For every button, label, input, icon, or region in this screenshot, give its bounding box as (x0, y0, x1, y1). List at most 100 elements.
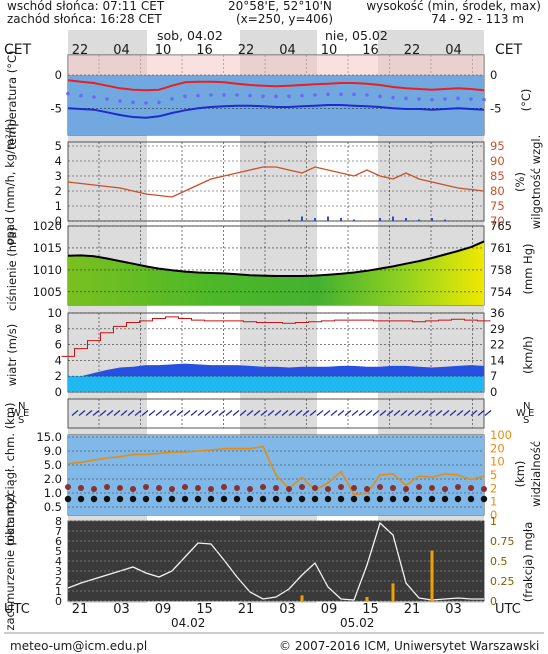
cloud-base-dot (220, 495, 228, 503)
cloud-base-dot (337, 495, 345, 503)
visibility-line (67, 445, 485, 496)
temp-dot (287, 94, 291, 99)
precip-bar (444, 219, 446, 221)
wind-arrow (106, 410, 114, 416)
cloud-base-dot (181, 495, 189, 503)
temp-dot (391, 95, 395, 100)
cloud-base-dot (90, 495, 98, 503)
top-date-2: nie, 05.02 (325, 28, 388, 43)
cloud-tick-left: 1 (55, 585, 62, 598)
wind-arrow (281, 410, 289, 416)
visibility-tick-right: 20 (490, 441, 505, 455)
cloud-base-dot (259, 495, 267, 503)
wind-arrow (463, 410, 471, 416)
precip-tick-left: 0 (55, 214, 62, 228)
dewpoint-line (67, 104, 485, 119)
temp-dot (339, 92, 343, 97)
cloud-base-dot (441, 495, 449, 503)
top-hour-label: 22 (404, 43, 421, 58)
wind-arrow (232, 410, 240, 416)
precip-bar (301, 216, 303, 221)
cloud-base-dot (64, 495, 72, 503)
cloud-top-dot (91, 486, 97, 492)
clouds-tick-left: 0.5 (44, 500, 62, 514)
temp-dot (274, 94, 278, 99)
wind-arrow (239, 410, 247, 416)
clouds-tick-left: 1.0 (44, 486, 62, 500)
wind-arrow (253, 410, 261, 416)
svg-text:W: W (516, 408, 526, 419)
cloud-base-dot (298, 495, 306, 503)
wind-arrow (393, 410, 401, 416)
cloud-top-dot (156, 485, 162, 491)
top-tz-right: CET (495, 42, 523, 58)
cloud-height-ylabel-left: pion. rozciągł. chm. (km) (3, 402, 17, 545)
precip-bar (431, 218, 433, 221)
wind-rose-right: NW ES (516, 401, 534, 426)
bottom-hour-label: 21 (72, 602, 89, 617)
top-hour-label: 04 (113, 43, 130, 58)
wind-arrow (274, 410, 282, 416)
cloud-top-dot (351, 485, 357, 491)
wind-tick-left: 4 (55, 353, 62, 367)
cloud-base-dot (428, 495, 436, 503)
wind-arrow (246, 410, 254, 416)
wind-arrow (169, 410, 177, 416)
temp-dot (300, 93, 304, 98)
fog-bar (365, 597, 369, 601)
wind-arrow (267, 410, 275, 416)
bottom-hour-label: 21 (404, 602, 421, 617)
temp-dot (443, 97, 447, 101)
pressure-ylabel-left: ciśnienie (hPa) (5, 227, 19, 311)
humidity-tick-right: 95 (490, 139, 505, 153)
cloud-top-dot (299, 484, 305, 490)
humidity-tick-right: 70 (490, 214, 505, 228)
fog-ylabel-right: (frakcja) mgła (521, 522, 535, 603)
precip-bar (379, 218, 381, 221)
precip-ylabel-right: (%) (513, 172, 527, 192)
cloud-base-dot (103, 495, 111, 503)
bottom-hour-label: 09 (321, 602, 338, 617)
cloud-cover-ylabel-left: zachmurzenie (oktanty) (3, 493, 17, 630)
top-hour-label: 22 (238, 43, 255, 58)
cloud-base-dot (129, 495, 137, 503)
temperature-ylabel-right: (°C) (519, 89, 533, 112)
temp-dot (482, 97, 486, 102)
cloud-base-dot (142, 495, 150, 503)
coordinates-text: 20°58'E, 52°10'N (228, 0, 332, 13)
pressure-tick-right: 754 (490, 285, 512, 299)
pressure-line (67, 240, 485, 277)
wind-arrow (134, 410, 142, 416)
top-hour-label: 04 (279, 43, 296, 58)
top-hour-label: 16 (362, 43, 379, 58)
precip-bar (418, 219, 420, 221)
cloud-base-dot (363, 495, 371, 503)
temperature-ylabel-left: temperatura (°C) (5, 51, 19, 150)
bottom-date-1: 04.02 (171, 616, 205, 630)
temp-dot (131, 100, 135, 105)
cloud-top-dot (429, 485, 435, 491)
wind-tick-right: 0 (490, 385, 497, 399)
wind-arrow (113, 410, 121, 416)
cloud-top-dot (169, 486, 175, 492)
wind-arrow (99, 410, 107, 416)
cloud-top-dot (325, 486, 331, 492)
top-hour-label: 10 (155, 43, 172, 58)
cloud-tick-left: 8 (55, 515, 62, 528)
temp-dot (378, 94, 382, 99)
cloud-top-dot (221, 484, 227, 490)
wind-arrow (372, 410, 380, 416)
temp-dot (365, 93, 369, 97)
temp-above-zero-fill (68, 55, 484, 75)
pressure-tick-left: 1020 (33, 219, 62, 233)
svg-text:S: S (523, 415, 529, 426)
fog-tick-right: 0 (490, 595, 497, 608)
cloud-base-dot (285, 495, 293, 503)
wind-arrow (379, 410, 387, 416)
temp-dot (105, 97, 109, 101)
wind-arrow (428, 410, 436, 416)
fog-tick-right: 0.5 (490, 555, 508, 568)
temp-dot (326, 92, 330, 97)
wind-tick-left: 10 (47, 306, 62, 320)
